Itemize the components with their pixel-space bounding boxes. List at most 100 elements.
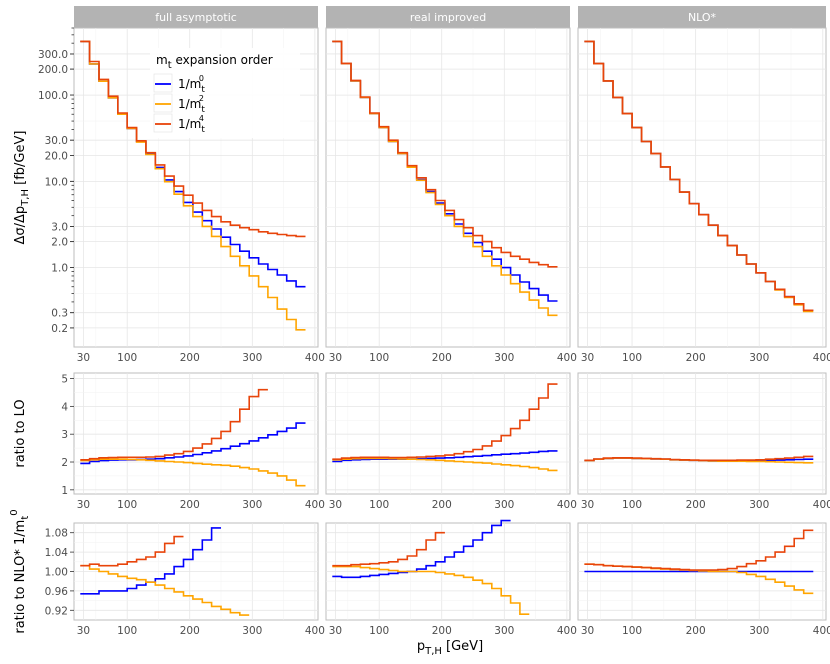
y-axis-title-ratio_nlo: ratio to NLO* 1/mt0 <box>9 509 31 633</box>
x-tick-label: 200 <box>180 625 200 637</box>
x-tick-label: 100 <box>117 499 137 511</box>
y-axis-title-ratio_lo: ratio to LO <box>13 399 28 467</box>
strip-nlo <box>578 6 826 28</box>
x-tick-label: 100 <box>117 625 137 637</box>
x-tick-label: 30 <box>329 499 342 511</box>
x-tick-label: 300 <box>242 499 262 511</box>
x-tick-label: 30 <box>77 625 90 637</box>
x-tick-label: 100 <box>622 625 642 637</box>
panel-ratio_lo-nlo <box>577 372 827 495</box>
x-tick-label: 30 <box>581 625 594 637</box>
series-ratio_lo-full-asymptotic-1-m-t-4 <box>80 388 268 461</box>
y-tick-label: 0.96 <box>45 586 69 598</box>
y-tick-label: 10.0 <box>45 176 68 188</box>
y-tick-label: 2.0 <box>51 237 68 249</box>
x-tick-label: 300 <box>242 625 262 637</box>
x-tick-label: 400 <box>305 352 325 364</box>
x-tick-label: 200 <box>180 352 200 364</box>
series-ratio_lo-nlo-1-m-t-4 <box>584 455 814 462</box>
y-tick-label: 1.0 <box>51 263 68 275</box>
series-ratio_nlo-real-improved-1-m-t-0 <box>332 519 511 579</box>
y-axis-title-xs: Δσ/ΔpT,H [fb/GeV] <box>13 131 31 245</box>
x-tick-label: 100 <box>369 499 389 511</box>
series-ratio_lo-full-asymptotic-1-m-t-2 <box>80 458 306 487</box>
x-tick-label: 400 <box>813 352 830 364</box>
panel-xs-nlo <box>577 27 827 348</box>
legend-label-1-m-t-2: 1/mt2 <box>178 94 205 115</box>
legend-label-1-m-t-0: 1/mt0 <box>178 74 205 95</box>
x-tick-label: 300 <box>242 352 262 364</box>
series-ratio_lo-real-improved-1-m-t-2 <box>332 457 558 472</box>
x-tick-label: 200 <box>432 499 452 511</box>
y-tick-label: 300.0 <box>38 49 68 61</box>
y-tick-label: 1.08 <box>45 528 68 540</box>
series-ratio_nlo-nlo-1-m-t-4 <box>584 529 814 571</box>
x-tick-label: 100 <box>117 352 137 364</box>
legend-box <box>150 48 300 138</box>
y-tick-label: 100.0 <box>38 90 68 102</box>
series-xs-nlo-1-m-t-4 <box>584 40 814 312</box>
y-tick-label: 5 <box>61 374 68 386</box>
x-tick-label: 200 <box>432 625 452 637</box>
legend-label-1-m-t-4: 1/mt4 <box>178 114 205 135</box>
x-tick-label: 300 <box>749 352 769 364</box>
y-tick-label: 200.0 <box>38 64 68 76</box>
x-tick-label: 300 <box>494 499 514 511</box>
y-tick-label: 1 <box>61 485 68 497</box>
x-tick-label: 200 <box>686 499 706 511</box>
y-tick-label: 1.00 <box>45 567 68 579</box>
legend-title: mt expansion order <box>156 53 273 71</box>
panel-ratio_lo-real-improved <box>325 372 571 495</box>
x-tick-label: 200 <box>686 352 706 364</box>
strip-real-improved <box>326 6 570 28</box>
series-ratio_nlo-real-improved-1-m-t-2 <box>332 565 530 615</box>
panel-xs-real-improved <box>325 27 571 348</box>
series-ratio_nlo-full-asymptotic-1-m-t-2 <box>80 564 250 616</box>
panel-title-nlo: NLO* <box>688 11 717 24</box>
x-tick-label: 300 <box>749 499 769 511</box>
x-tick-label: 30 <box>77 499 90 511</box>
x-tick-label: 400 <box>813 499 830 511</box>
x-tick-label: 400 <box>557 352 577 364</box>
legend-key-bg <box>153 113 173 133</box>
series-ratio_lo-real-improved-1-m-t-0 <box>332 450 558 463</box>
x-tick-label: 100 <box>622 352 642 364</box>
x-tick-label: 200 <box>686 625 706 637</box>
y-tick-label: 3 <box>61 429 68 441</box>
x-tick-label: 400 <box>557 625 577 637</box>
y-tick-label: 2 <box>61 457 68 469</box>
y-tick-label: 1.04 <box>45 547 69 559</box>
series-xs-real-improved-1-m-t-4 <box>332 40 558 268</box>
x-tick-label: 100 <box>622 499 642 511</box>
y-tick-label: 0.3 <box>51 308 68 320</box>
x-tick-label: 300 <box>494 352 514 364</box>
series-ratio_lo-real-improved-1-m-t-4 <box>332 383 558 460</box>
series-ratio_nlo-full-asymptotic-1-m-t-0 <box>80 527 221 595</box>
y-tick-label: 3.0 <box>51 221 68 233</box>
series-ratio_nlo-real-improved-1-m-t-4 <box>332 531 445 567</box>
panel-title-real-improved: real improved <box>410 11 486 24</box>
panel-title-full-asymptotic: full asymptotic <box>155 11 237 24</box>
x-tick-label: 400 <box>557 499 577 511</box>
x-tick-label: 100 <box>369 625 389 637</box>
x-tick-label: 300 <box>494 625 514 637</box>
x-tick-label: 30 <box>329 625 342 637</box>
x-tick-label: 30 <box>77 352 90 364</box>
x-axis-title: pT,H [GeV] <box>417 639 483 657</box>
x-tick-label: 400 <box>305 499 325 511</box>
x-tick-label: 300 <box>749 625 769 637</box>
x-tick-label: 400 <box>813 625 830 637</box>
legend-key-bg <box>153 73 173 93</box>
y-tick-label: 0.92 <box>45 605 68 617</box>
x-tick-label: 30 <box>581 499 594 511</box>
y-tick-label: 4 <box>61 401 68 413</box>
x-tick-label: 30 <box>581 352 594 364</box>
legend-key-bg <box>153 93 173 113</box>
y-tick-label: 30.0 <box>45 135 68 147</box>
x-tick-label: 200 <box>432 352 452 364</box>
x-tick-label: 400 <box>305 625 325 637</box>
y-tick-label: 20.0 <box>45 150 68 162</box>
strip-full-asymptotic <box>74 6 318 28</box>
x-tick-label: 100 <box>369 352 389 364</box>
